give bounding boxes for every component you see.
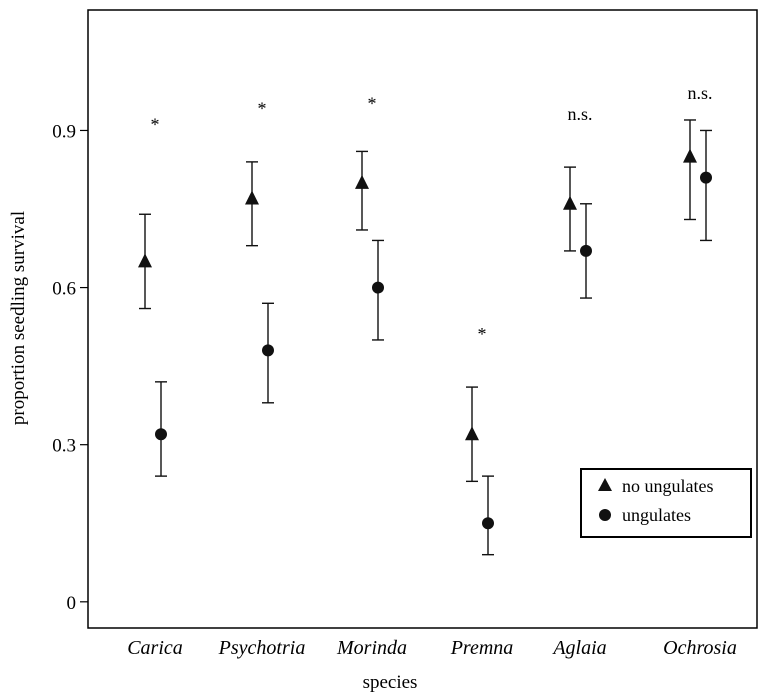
- point-ungulates: [700, 171, 712, 184]
- y-tick-label: 0.9: [52, 121, 76, 142]
- point-ungulates: [262, 344, 274, 357]
- legend-label-ungulates: ungulates: [622, 505, 691, 525]
- x-tick-label: Psychotria: [218, 637, 306, 659]
- x-tick-label: Morinda: [336, 637, 407, 659]
- legend-triangle-marker: [598, 478, 612, 491]
- point-ungulates: [580, 244, 592, 257]
- legend-label-no-ungulates: no ungulates: [622, 476, 714, 496]
- legend: no ungulates ungulates: [580, 468, 752, 538]
- plot-frame: [87, 9, 758, 629]
- point-no-ungulates: [355, 174, 369, 189]
- x-tick-label: Carica: [127, 637, 183, 659]
- significance-label: *: [368, 94, 377, 114]
- point-no-ungulates: [563, 195, 577, 210]
- y-axis-ticks: 0 0.3 0.6 0.9: [52, 121, 88, 614]
- point-ungulates: [482, 517, 494, 530]
- y-axis-title: proportion seedling survival: [8, 211, 29, 425]
- x-axis-title: species: [363, 672, 418, 692]
- x-tick-label: Aglaia: [551, 637, 606, 659]
- x-tick-label: Ochrosia: [663, 637, 737, 659]
- significance-label: *: [151, 114, 160, 134]
- y-tick-label: 0: [67, 593, 77, 614]
- point-ungulates: [372, 281, 384, 294]
- point-no-ungulates: [245, 190, 259, 205]
- y-tick-label: 0.6: [52, 279, 76, 300]
- significance-label: n.s.: [687, 83, 712, 103]
- legend-box: [580, 468, 752, 538]
- y-tick-label: 0.3: [52, 436, 76, 457]
- significance-annotations: * * * * n.s. n.s.: [151, 83, 713, 344]
- point-no-ungulates: [138, 253, 152, 268]
- significance-label: n.s.: [567, 104, 592, 124]
- significance-label: *: [258, 99, 267, 119]
- legend-circle-marker: [599, 509, 611, 521]
- point-no-ungulates: [683, 148, 697, 163]
- data-markers: [138, 148, 712, 530]
- x-tick-label: Premna: [450, 637, 514, 659]
- x-axis-labels: Carica Psychotria Morinda Premna Aglaia Ochro…: [127, 637, 737, 659]
- significance-label: *: [478, 324, 487, 344]
- error-bars: [139, 119, 712, 556]
- point-no-ungulates: [465, 426, 479, 441]
- point-ungulates: [155, 428, 167, 441]
